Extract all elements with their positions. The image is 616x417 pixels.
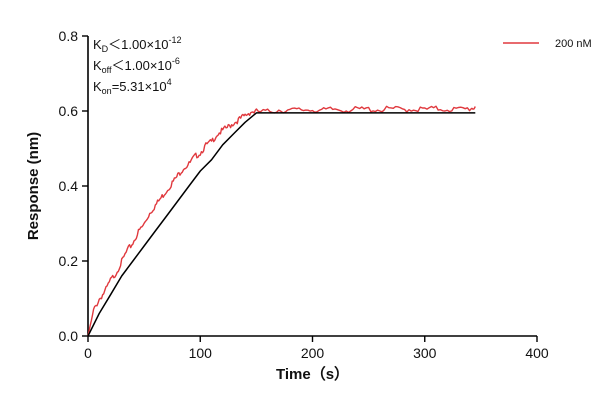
koff-base: K xyxy=(93,58,102,73)
series-layer xyxy=(87,105,476,337)
koff-annotation: Koff＜1.00×10-6 xyxy=(93,56,180,75)
y-tick-label: 0.6 xyxy=(59,103,79,119)
legend: 200 nM xyxy=(503,38,592,50)
kon-base: K xyxy=(93,79,102,94)
ticks: 0 100 200 300 400 0.0 0.2 0.4 0.6 0.8 xyxy=(59,28,549,361)
kd-exponent: -12 xyxy=(169,35,182,45)
x-tick-label: 200 xyxy=(301,345,325,361)
x-tick-label: 100 xyxy=(189,345,213,361)
series-line-200nm xyxy=(87,105,476,337)
kd-value: ＜1.00×10 xyxy=(108,37,168,52)
x-axis-title: Time（s） xyxy=(276,365,349,383)
y-tick-label: 0.0 xyxy=(59,328,79,344)
kon-exponent: 4 xyxy=(167,77,172,87)
x-tick-label: 400 xyxy=(525,345,549,361)
kon-annotation: Kon=5.31×104 xyxy=(93,77,172,96)
y-tick-label: 0.8 xyxy=(59,28,79,44)
kon-value: =5.31×10 xyxy=(112,79,167,94)
fit-curve xyxy=(87,112,476,337)
legend-label-200nm: 200 nM xyxy=(555,38,592,50)
x-tick-label: 300 xyxy=(413,345,437,361)
kd-annotation: KD＜1.00×10-12 xyxy=(93,35,182,54)
y-tick-label: 0.2 xyxy=(59,253,79,269)
y-axis-title: Response (nm) xyxy=(25,132,42,240)
koff-sub: off xyxy=(102,65,112,75)
x-tick-label: 0 xyxy=(84,345,92,361)
kinetics-annotation: KD＜1.00×10-12 Koff＜1.00×10-6 Kon=5.31×10… xyxy=(93,35,182,96)
kd-sub: D xyxy=(102,44,109,54)
koff-value: ＜1.00×10 xyxy=(112,58,172,73)
kon-sub: on xyxy=(102,86,112,96)
y-tick-label: 0.4 xyxy=(59,178,79,194)
koff-exponent: -6 xyxy=(172,56,180,66)
kd-base: K xyxy=(93,37,102,52)
